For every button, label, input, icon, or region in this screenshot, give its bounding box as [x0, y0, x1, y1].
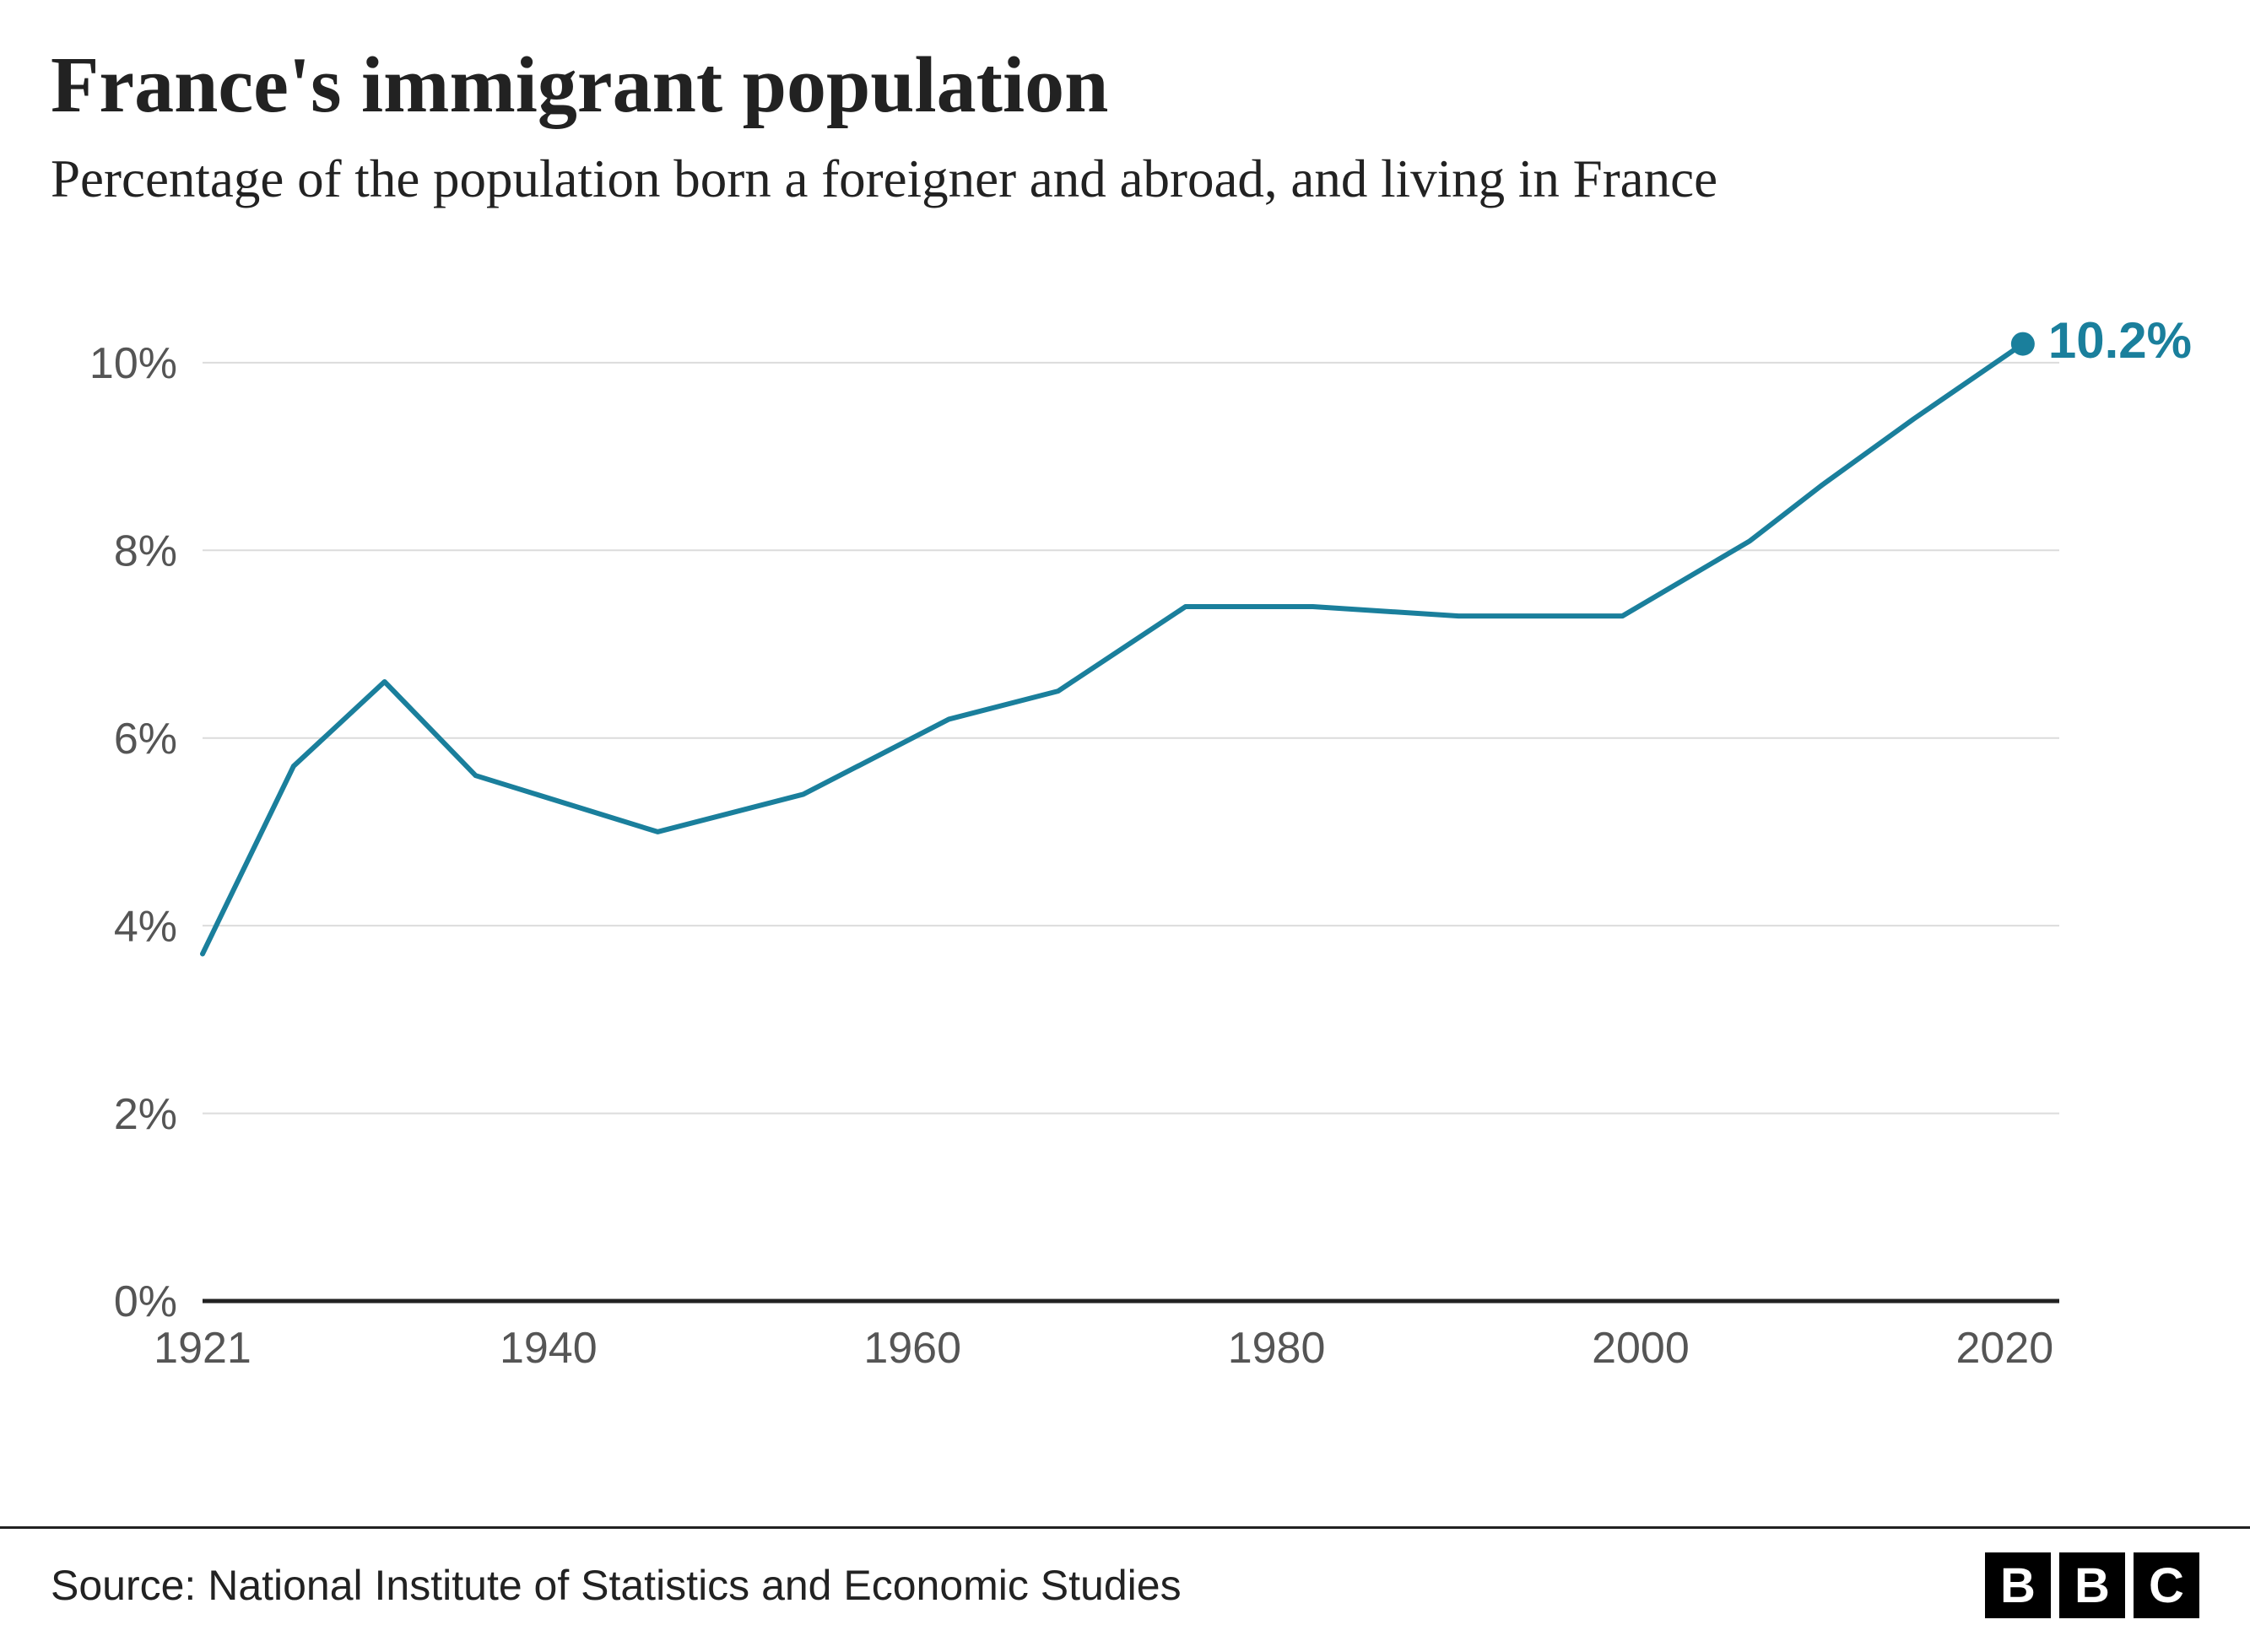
chart-subtitle: Percentage of the population born a fore…: [0, 138, 2250, 238]
chart-area: 0% 2% 4% 6% 8% 10% 1921 1940 1960 1980 2000 2020 10…: [51, 272, 2199, 1411]
svg-text:8%: 8%: [114, 527, 177, 576]
bbc-logo: B B C: [1985, 1552, 2199, 1618]
svg-text:6%: 6%: [114, 715, 177, 764]
bbc-logo-block: B: [1985, 1552, 2051, 1618]
svg-text:1940: 1940: [500, 1324, 598, 1373]
svg-text:4%: 4%: [114, 902, 177, 951]
source-text: Source: National Institute of Statistics…: [51, 1561, 1182, 1610]
chart-title: France's immigrant population: [0, 0, 2250, 138]
svg-text:1960: 1960: [863, 1324, 961, 1373]
svg-text:2020: 2020: [1955, 1324, 2053, 1373]
end-point-label: 10.2%: [2048, 311, 2192, 370]
bbc-logo-block: C: [2134, 1552, 2199, 1618]
svg-text:1980: 1980: [1228, 1324, 1326, 1373]
chart-footer: Source: National Institute of Statistics…: [0, 1526, 2250, 1652]
svg-text:10%: 10%: [89, 339, 177, 388]
bbc-logo-block: B: [2059, 1552, 2125, 1618]
svg-text:2000: 2000: [1592, 1324, 1690, 1373]
line-chart-svg: 0% 2% 4% 6% 8% 10% 1921 1940 1960 1980 2000 2020: [51, 272, 2199, 1411]
svg-text:0%: 0%: [114, 1277, 177, 1326]
chart-container: France's immigrant population Percentage…: [0, 0, 2250, 1652]
svg-text:1921: 1921: [154, 1324, 252, 1373]
svg-text:2%: 2%: [114, 1090, 177, 1139]
